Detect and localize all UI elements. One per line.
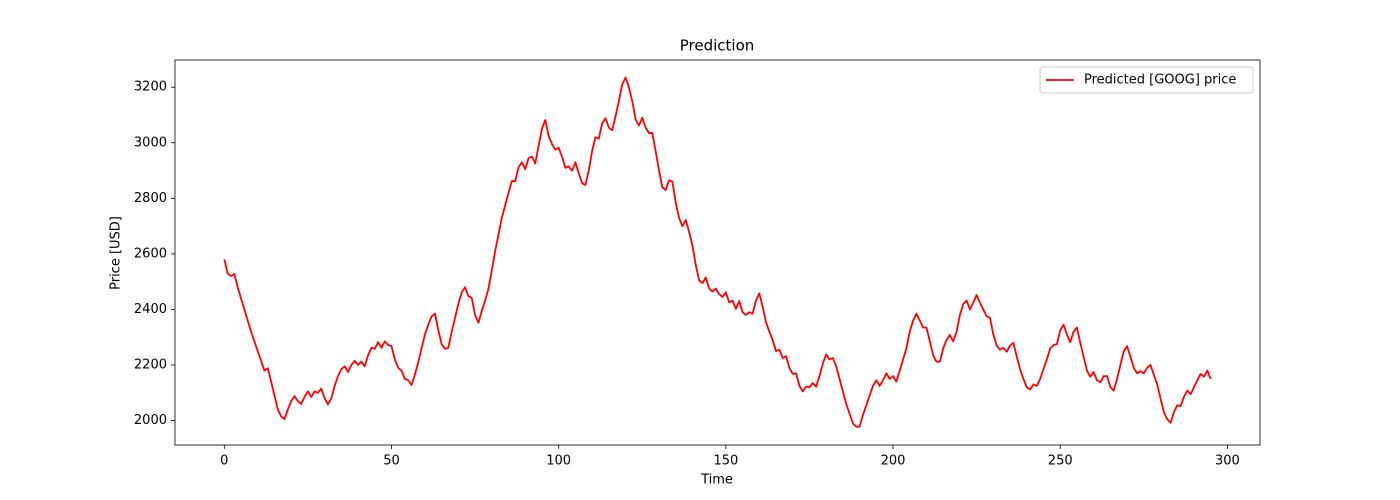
legend-label: Predicted [GOOG] price [1084,73,1236,88]
y-tick-label: 2800 [134,191,167,206]
x-tick-label: 50 [383,454,400,469]
x-tick-label: 100 [546,454,571,469]
line-series [223,76,1212,428]
x-tick-label: 150 [713,454,738,469]
legend-box [1039,66,1254,94]
x-tick-label: 300 [1215,454,1240,469]
x-tick-label: 200 [881,454,906,469]
x-axis-label: Time [700,473,733,488]
x-tick-label: 0 [220,454,228,469]
y-tick-label: 2600 [134,246,167,261]
chart-title: Prediction [680,37,755,55]
y-tick-label: 2400 [134,302,167,317]
y-tick-label: 2000 [134,413,167,428]
y-tick-label: 2200 [134,358,167,373]
y-axis-label: Price [USD] [109,216,124,290]
x-tick-label: 250 [1048,454,1073,469]
y-tick-label: 3000 [134,135,167,150]
plot-frame [174,59,1261,446]
y-tick-label: 3200 [134,80,167,95]
